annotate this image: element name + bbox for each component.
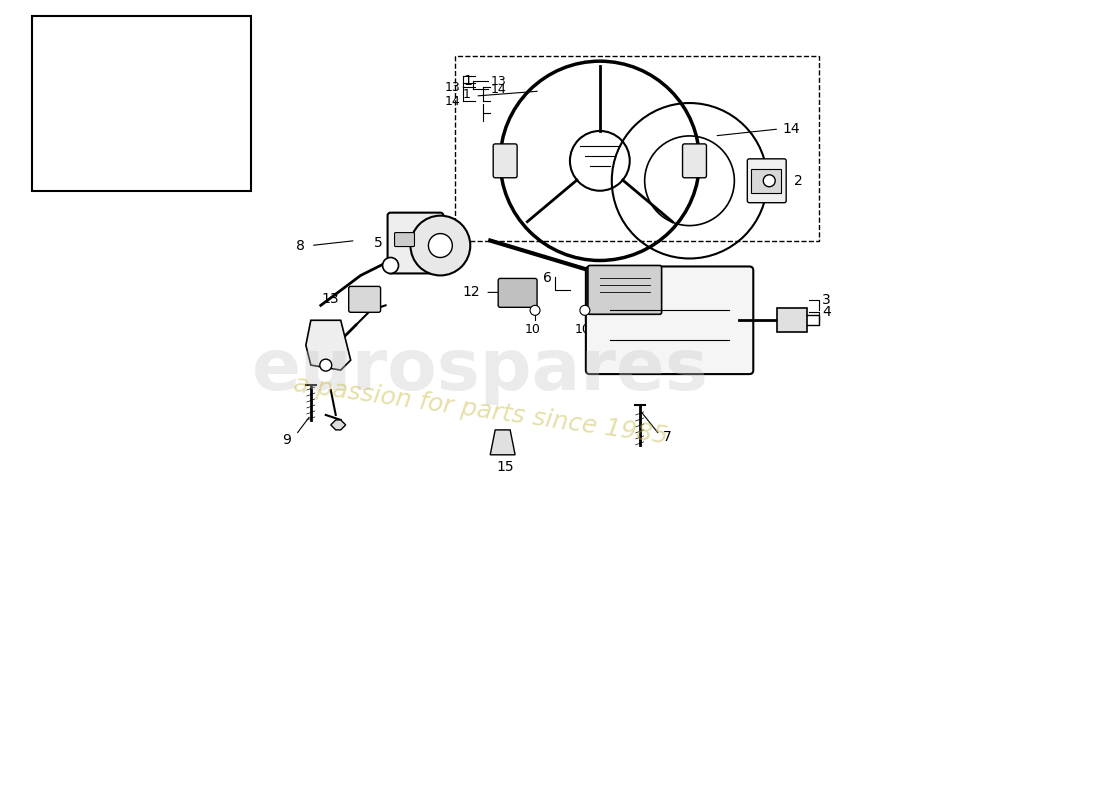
Circle shape (383, 258, 398, 274)
FancyBboxPatch shape (349, 286, 381, 312)
Bar (455, 56, 820, 241)
Bar (778, 308, 807, 332)
Circle shape (428, 234, 452, 258)
Text: 9: 9 (282, 433, 290, 447)
FancyBboxPatch shape (587, 266, 661, 314)
Text: 14: 14 (491, 82, 506, 95)
Text: 1: 1 (462, 87, 471, 101)
Circle shape (410, 216, 471, 275)
Text: 7: 7 (662, 430, 671, 444)
Text: 4: 4 (822, 306, 830, 319)
Text: 2: 2 (794, 174, 803, 188)
FancyBboxPatch shape (747, 159, 786, 202)
Text: 13: 13 (491, 74, 506, 88)
Polygon shape (331, 420, 345, 430)
FancyBboxPatch shape (498, 278, 537, 307)
Text: 11: 11 (703, 283, 720, 298)
FancyBboxPatch shape (493, 144, 517, 178)
Text: 14: 14 (782, 122, 800, 136)
Text: 1: 1 (464, 74, 473, 88)
Bar (32, 16, 251, 190)
Polygon shape (306, 320, 351, 370)
Text: 6: 6 (543, 271, 552, 286)
Circle shape (580, 306, 590, 315)
FancyBboxPatch shape (682, 144, 706, 178)
Circle shape (763, 174, 776, 186)
Text: 13: 13 (321, 292, 339, 306)
Text: 3: 3 (822, 294, 830, 307)
Text: 15: 15 (496, 460, 514, 474)
Text: 10: 10 (575, 323, 591, 336)
Circle shape (320, 359, 332, 371)
FancyBboxPatch shape (395, 233, 415, 246)
Circle shape (530, 306, 540, 315)
FancyBboxPatch shape (387, 213, 443, 274)
Text: 14: 14 (444, 94, 460, 107)
Text: 8: 8 (296, 238, 305, 253)
Text: 12: 12 (463, 286, 481, 299)
Polygon shape (491, 430, 515, 455)
Text: 10: 10 (525, 323, 541, 336)
Text: 13: 13 (444, 81, 460, 94)
Text: a passion for parts since 1985: a passion for parts since 1985 (292, 372, 669, 448)
Bar (751, 169, 781, 193)
FancyBboxPatch shape (586, 266, 754, 374)
Text: 5: 5 (374, 235, 383, 250)
Text: eurospares: eurospares (252, 336, 708, 405)
